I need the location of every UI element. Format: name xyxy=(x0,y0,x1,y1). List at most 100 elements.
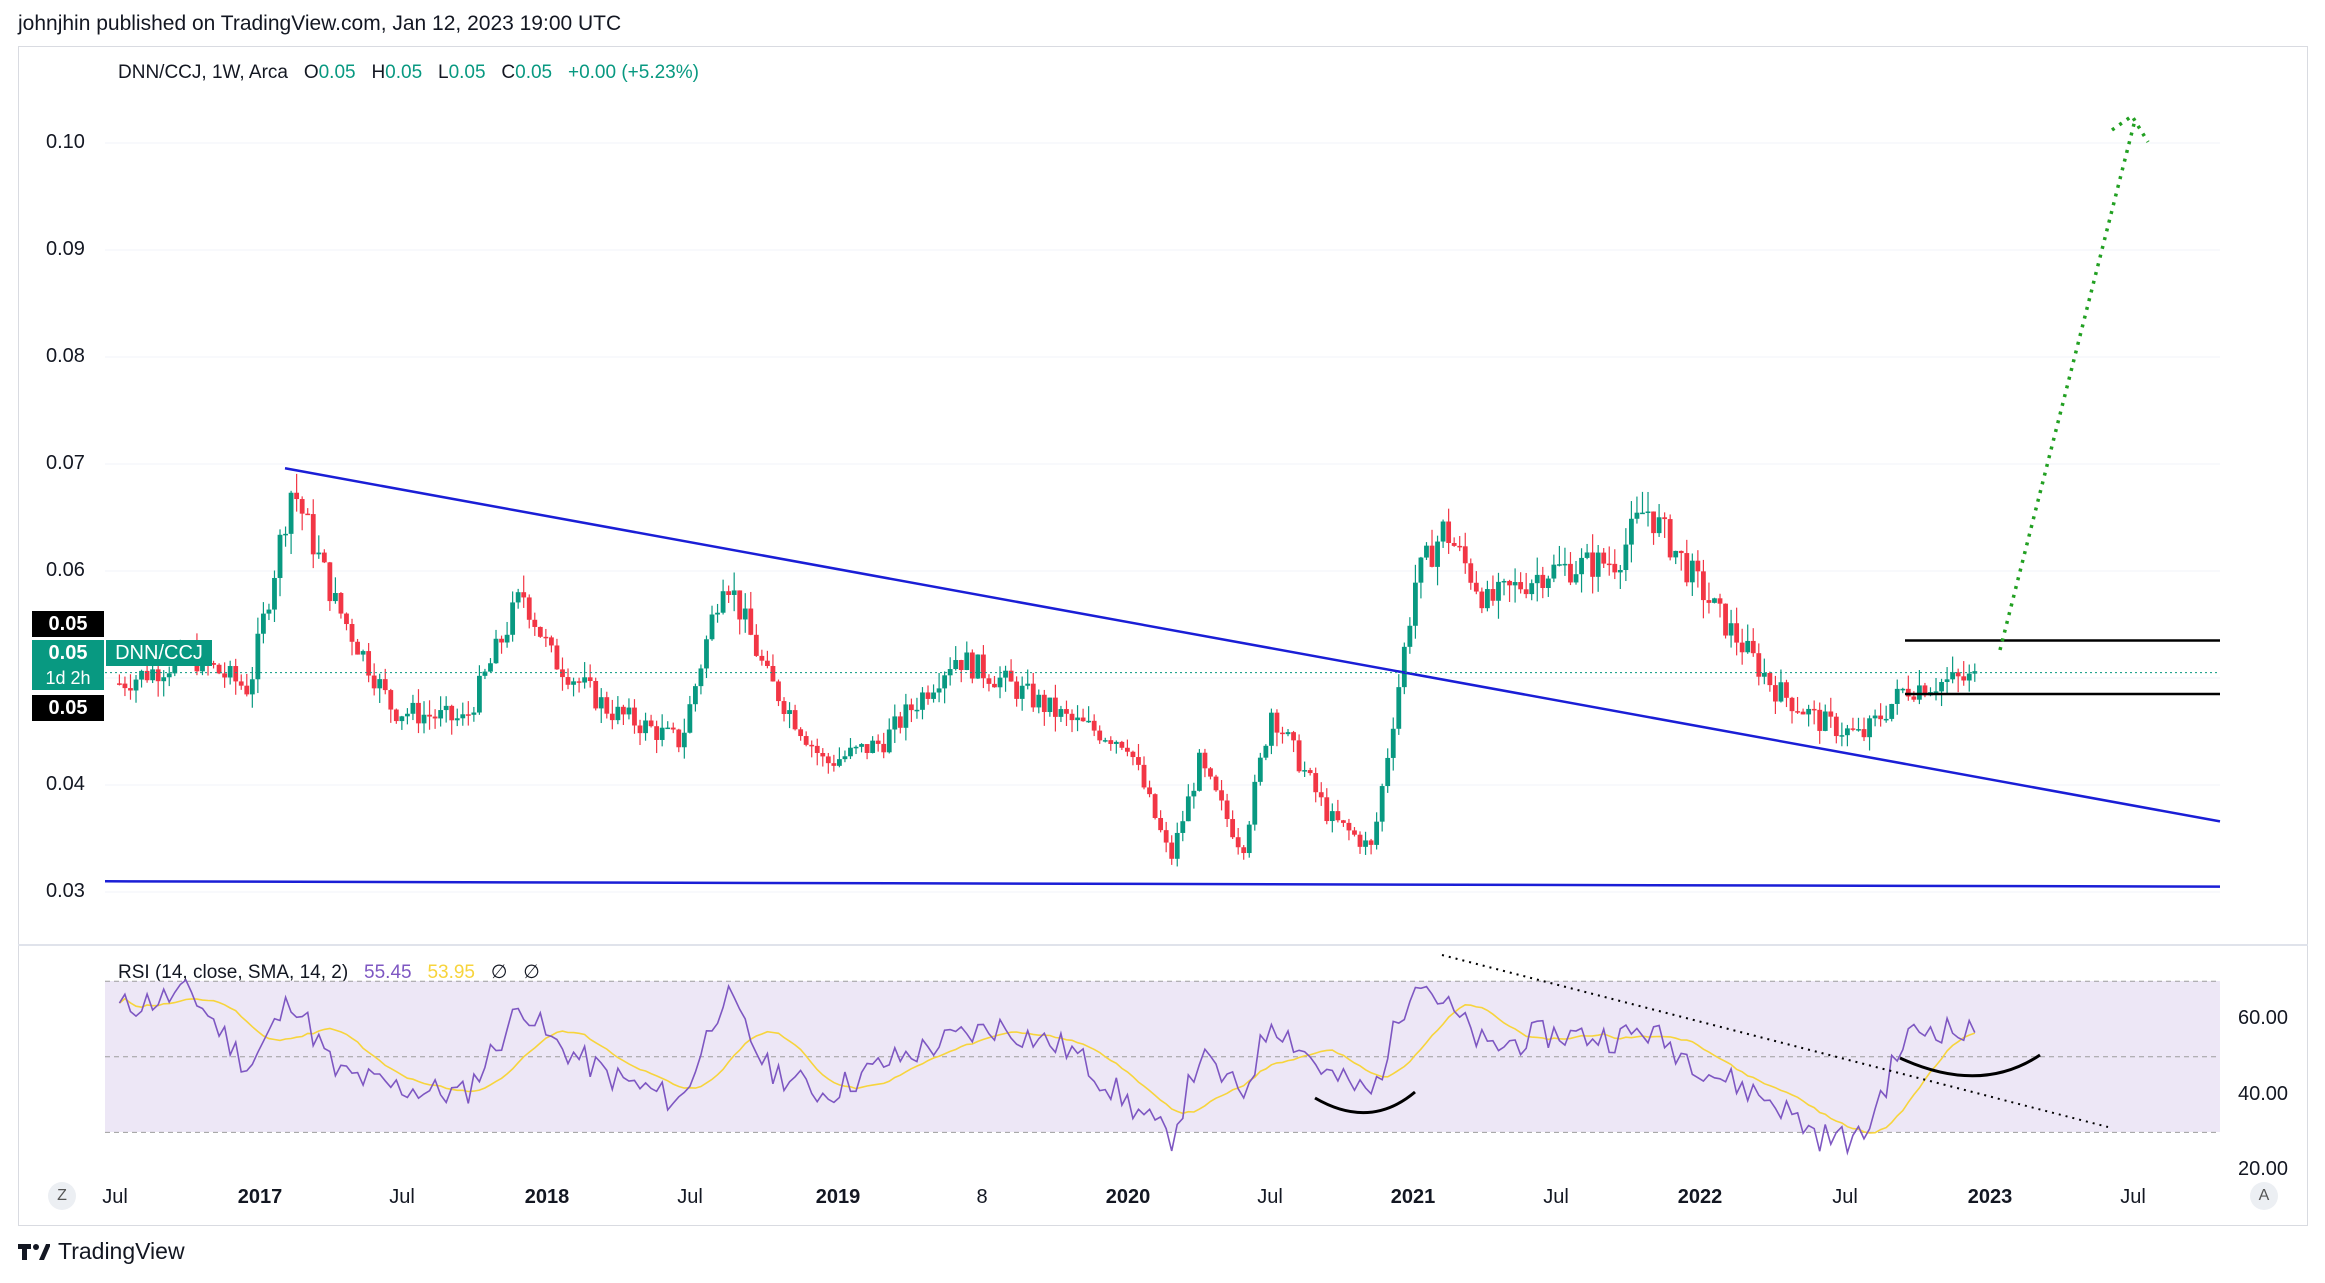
candle-body xyxy=(1147,787,1152,795)
chart-frame xyxy=(18,46,2308,1226)
candle xyxy=(1019,676,1025,711)
candle xyxy=(787,702,792,729)
candle xyxy=(659,714,665,747)
candle-body xyxy=(227,666,233,678)
rsi-curve-2020 xyxy=(1314,1090,1416,1115)
candle-body xyxy=(1861,729,1867,738)
candle xyxy=(1845,724,1850,747)
candle xyxy=(1113,740,1119,754)
rsi-tick-label: 40.00 xyxy=(2238,1082,2289,1105)
candle xyxy=(454,708,460,727)
auto-scale-button[interactable]: A xyxy=(2250,1182,2278,1210)
candle-body xyxy=(1390,728,1396,758)
candle xyxy=(1839,722,1845,747)
candle xyxy=(776,679,781,707)
candle xyxy=(1584,543,1590,560)
x-tick-label: Jul xyxy=(389,1186,415,1208)
candle-body xyxy=(277,534,283,578)
candle-body xyxy=(1307,770,1313,774)
candle xyxy=(1357,831,1363,854)
candle-body xyxy=(1756,653,1762,677)
candle xyxy=(482,668,488,680)
candle-body xyxy=(1080,717,1086,722)
candle-body xyxy=(1158,817,1164,831)
candle-body xyxy=(1684,553,1690,583)
candle xyxy=(1806,704,1812,727)
candle-body xyxy=(1462,546,1468,564)
candle-body xyxy=(1125,747,1130,752)
candle xyxy=(1152,793,1158,820)
candle xyxy=(1540,566,1546,599)
candle xyxy=(1518,572,1524,594)
candle-body xyxy=(1185,796,1191,822)
candle xyxy=(1119,740,1125,751)
candle xyxy=(377,673,383,703)
candle xyxy=(1413,564,1418,639)
candle xyxy=(1634,496,1640,524)
candle-body xyxy=(1285,732,1291,735)
candle-body xyxy=(1950,672,1956,680)
candle xyxy=(886,718,892,754)
candle xyxy=(565,668,571,690)
candle xyxy=(953,646,959,671)
candle xyxy=(1241,845,1247,860)
candle-body xyxy=(1313,773,1319,793)
candle-body xyxy=(1280,732,1285,735)
footer-brand[interactable]: TradingView xyxy=(18,1238,185,1265)
candle-body xyxy=(1584,552,1590,558)
candle xyxy=(294,473,300,512)
candle xyxy=(920,687,925,720)
legend-high-value: 0.05 xyxy=(385,62,423,83)
candle xyxy=(1745,624,1751,654)
candle xyxy=(349,618,355,656)
candle-body xyxy=(1008,670,1014,682)
candle-body xyxy=(1363,840,1368,847)
candle-body xyxy=(1617,569,1623,573)
candle xyxy=(1379,783,1385,832)
candle-body xyxy=(1473,582,1479,592)
candle xyxy=(1086,706,1092,723)
candle-body xyxy=(327,562,333,602)
candle xyxy=(859,743,864,753)
candle-body xyxy=(1839,735,1845,737)
candle xyxy=(1933,677,1939,701)
candle xyxy=(321,549,327,564)
candle xyxy=(1318,782,1324,806)
candle xyxy=(1728,609,1734,648)
candle xyxy=(1601,548,1607,569)
candle-body xyxy=(493,638,499,664)
candle xyxy=(1180,810,1186,842)
candle xyxy=(1147,780,1152,798)
candle-body xyxy=(1750,640,1756,654)
candle xyxy=(1723,603,1728,639)
candle xyxy=(1496,572,1501,619)
zoom-button[interactable]: Z xyxy=(48,1182,76,1210)
candle-body xyxy=(1058,709,1064,717)
candle xyxy=(1424,542,1429,561)
candle xyxy=(665,721,671,730)
candle xyxy=(1064,700,1069,726)
rsi-tick-label: 60.00 xyxy=(2238,1007,2289,1029)
candle xyxy=(333,577,338,604)
candle-body xyxy=(1352,830,1357,835)
candle xyxy=(587,664,593,688)
candle xyxy=(1219,780,1224,811)
candle-body xyxy=(1341,820,1346,823)
candle-body xyxy=(1523,589,1529,595)
candle xyxy=(936,672,942,703)
candle-body xyxy=(1113,741,1119,744)
candle-body xyxy=(1202,752,1208,769)
candle-body xyxy=(1717,598,1723,604)
candle-body xyxy=(1545,578,1551,589)
legend-symbol: DNN/CCJ, 1W, Arca xyxy=(118,62,288,83)
candle-body xyxy=(1318,792,1324,798)
candle-body xyxy=(1230,819,1236,838)
candle-body xyxy=(737,590,743,620)
candle-body xyxy=(1036,694,1042,708)
candle xyxy=(837,747,842,768)
candle-body xyxy=(1047,697,1053,713)
candle-body xyxy=(482,671,488,676)
candle xyxy=(1717,593,1723,618)
candle-body xyxy=(410,702,416,714)
